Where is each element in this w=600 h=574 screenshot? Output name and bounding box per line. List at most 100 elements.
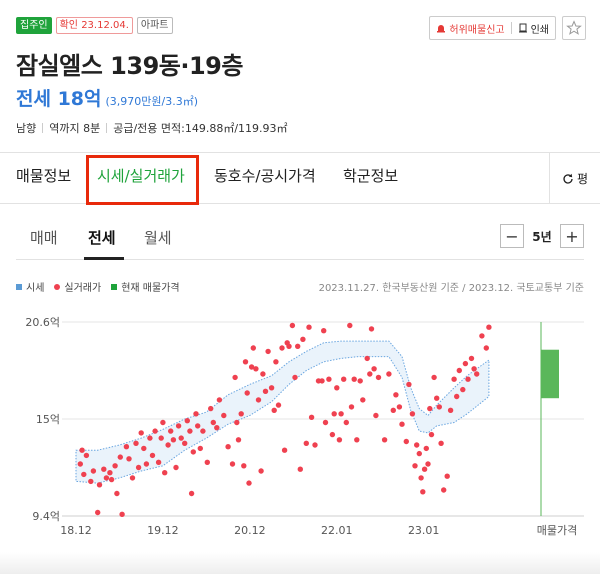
transaction-point[interactable] <box>90 468 97 474</box>
transaction-point[interactable] <box>390 407 396 413</box>
transaction-point[interactable] <box>138 430 144 436</box>
transaction-point[interactable] <box>260 371 266 377</box>
transaction-point[interactable] <box>114 490 120 497</box>
transaction-point[interactable] <box>229 461 236 467</box>
transaction-point[interactable] <box>162 470 168 476</box>
transaction-point[interactable] <box>303 440 309 446</box>
transaction-point[interactable] <box>427 405 433 412</box>
transaction-point[interactable] <box>143 461 150 467</box>
transaction-point[interactable] <box>175 423 182 429</box>
transaction-point[interactable] <box>129 475 136 481</box>
transaction-point[interactable] <box>182 440 188 446</box>
transaction-point[interactable] <box>158 435 164 441</box>
transaction-point[interactable] <box>160 419 166 426</box>
transaction-point[interactable] <box>396 404 403 410</box>
transaction-point[interactable] <box>322 419 329 426</box>
transaction-point[interactable] <box>334 385 340 391</box>
transaction-point[interactable] <box>188 490 195 497</box>
tab-monthly-rent[interactable]: 월세 <box>144 229 172 247</box>
transaction-point[interactable] <box>431 374 437 381</box>
transaction-point[interactable] <box>292 374 298 381</box>
price-history-chart[interactable]: 20.6억 15억 9.4억 18.12 19.12 20.12 22.01 23.01 매… <box>0 300 600 552</box>
transaction-point[interactable] <box>444 473 450 479</box>
transaction-point[interactable] <box>225 444 231 450</box>
transaction-point[interactable] <box>241 463 247 469</box>
transaction-point[interactable] <box>88 478 94 485</box>
tab-price-history[interactable]: 시세/실거래가 <box>97 167 185 185</box>
transaction-point[interactable] <box>414 442 420 448</box>
transaction-point[interactable] <box>460 386 466 393</box>
transaction-point[interactable] <box>79 447 85 453</box>
transaction-point[interactable] <box>117 454 124 460</box>
transaction-point[interactable] <box>412 463 418 469</box>
transaction-point[interactable] <box>456 367 462 374</box>
transaction-point[interactable] <box>214 425 220 431</box>
transaction-point[interactable] <box>268 385 275 391</box>
transaction-point[interactable] <box>418 475 424 481</box>
tab-listing-info[interactable]: 매물정보 <box>16 167 72 185</box>
transaction-point[interactable] <box>168 428 174 434</box>
tab-sale[interactable]: 매매 <box>30 229 58 247</box>
transaction-point[interactable] <box>193 411 199 417</box>
transaction-point[interactable] <box>347 322 353 329</box>
transaction-point[interactable] <box>479 333 485 339</box>
print-button[interactable]: 인쇄 <box>512 17 555 39</box>
transaction-point[interactable] <box>447 407 454 413</box>
transaction-point[interactable] <box>234 419 240 426</box>
transaction-point[interactable] <box>81 471 87 478</box>
transaction-point[interactable] <box>141 445 147 452</box>
transaction-point[interactable] <box>399 421 405 427</box>
transaction-point[interactable] <box>273 359 279 365</box>
transaction-point[interactable] <box>210 419 216 426</box>
transaction-point[interactable] <box>393 392 399 398</box>
transaction-point[interactable] <box>306 324 312 330</box>
transaction-point[interactable] <box>386 371 392 377</box>
transaction-point[interactable] <box>242 359 249 365</box>
transaction-point[interactable] <box>253 366 259 372</box>
transaction-point[interactable] <box>336 437 343 443</box>
transaction-point[interactable] <box>155 459 162 465</box>
transaction-point[interactable] <box>244 390 250 396</box>
transaction-point[interactable] <box>232 374 238 381</box>
transaction-point[interactable] <box>265 348 271 355</box>
transaction-point[interactable] <box>308 414 315 420</box>
transaction-point[interactable] <box>421 466 428 472</box>
transaction-point[interactable] <box>326 376 332 382</box>
tab-jeonse[interactable]: 전세 <box>88 229 116 247</box>
transaction-point[interactable] <box>95 509 101 516</box>
transaction-point[interactable] <box>248 364 255 370</box>
transaction-point[interactable] <box>425 461 431 467</box>
transaction-point[interactable] <box>319 378 325 384</box>
transaction-point[interactable] <box>381 437 388 443</box>
transaction-point[interactable] <box>451 376 457 382</box>
transaction-point[interactable] <box>331 411 337 417</box>
transaction-point[interactable] <box>338 411 344 417</box>
period-increase-button[interactable]: + <box>560 224 584 248</box>
transaction-point[interactable] <box>462 360 469 367</box>
transaction-point[interactable] <box>235 437 242 443</box>
transaction-point[interactable] <box>434 395 440 401</box>
transaction-point[interactable] <box>152 428 158 434</box>
unit-toggle-button[interactable]: 평 <box>549 153 600 204</box>
transaction-point[interactable] <box>416 450 422 457</box>
transaction-point[interactable] <box>107 470 113 476</box>
transaction-point[interactable] <box>406 381 412 388</box>
transaction-point[interactable] <box>360 397 366 403</box>
transaction-point[interactable] <box>149 452 156 459</box>
transaction-point[interactable] <box>279 345 285 351</box>
transaction-point[interactable] <box>438 440 444 446</box>
transaction-point[interactable] <box>329 431 336 438</box>
transaction-point[interactable] <box>297 466 303 472</box>
transaction-point[interactable] <box>300 336 306 342</box>
transaction-point[interactable] <box>367 371 373 377</box>
transaction-point[interactable] <box>126 456 132 462</box>
transaction-point[interactable] <box>96 482 103 488</box>
transaction-point[interactable] <box>195 423 201 429</box>
transaction-point[interactable] <box>83 452 90 459</box>
transaction-point[interactable] <box>255 397 262 403</box>
transaction-point[interactable] <box>275 402 282 408</box>
report-false-listing-button[interactable]: 허위매물신고 <box>430 17 510 39</box>
transaction-point[interactable] <box>428 431 435 438</box>
transaction-point[interactable] <box>351 376 357 382</box>
transaction-point[interactable] <box>289 322 296 329</box>
